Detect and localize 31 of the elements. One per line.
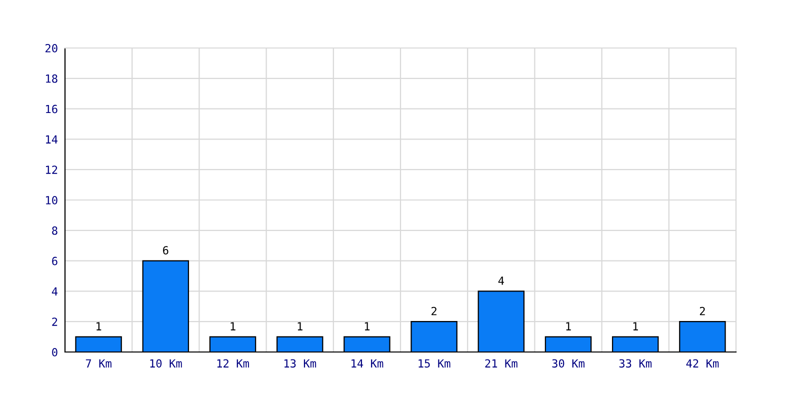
y-tick-label: 6 (52, 256, 58, 266)
y-tick-label: 20 (46, 44, 58, 52)
y-tick-label: 16 (46, 104, 58, 114)
data-label: 2 (700, 306, 705, 316)
data-label: 1 (230, 322, 236, 330)
x-tick-label: 14 Km (352, 359, 384, 368)
data-label: 6 (163, 246, 168, 254)
data-label: 1 (566, 322, 571, 330)
x-tick-label: 42 Km (686, 359, 719, 368)
data-label: 4 (498, 276, 504, 285)
x-tick-label: 21 Km (485, 359, 518, 368)
y-tick-label: 14 (46, 135, 58, 144)
x-tick-label: 12 Km (217, 359, 249, 368)
y-tick-label: 4 (52, 287, 58, 296)
data-label: 2 (432, 306, 436, 316)
x-tick-label: 30 Km (552, 359, 584, 368)
data-label: 1 (298, 322, 302, 330)
data-label: 1 (96, 322, 102, 330)
y-tick-label: 10 (46, 196, 58, 204)
y-tick-label: 8 (52, 226, 58, 235)
x-tick-label: 7 Km (86, 359, 112, 368)
x-tick-label: 10 Km (150, 359, 182, 368)
x-tick-label: 13 Km (284, 359, 316, 368)
y-tick-label: 12 (46, 166, 58, 174)
x-tick-label: 15 Km (418, 359, 450, 368)
y-tick-label: 0 (52, 348, 58, 356)
data-label: 1 (364, 322, 370, 330)
y-tick-label: 18 (46, 74, 58, 83)
y-tick-label: 2 (52, 318, 58, 326)
data-label: 1 (633, 322, 638, 330)
x-tick-label: 33 Km (619, 359, 652, 368)
